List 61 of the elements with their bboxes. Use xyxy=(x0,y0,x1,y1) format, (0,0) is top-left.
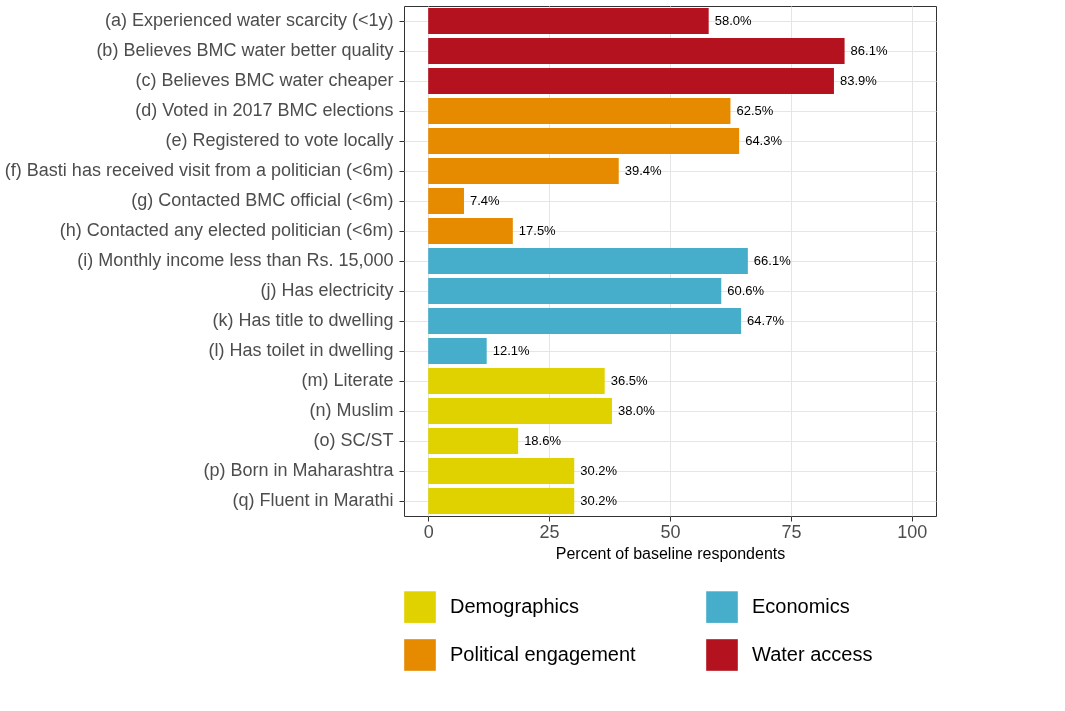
bar xyxy=(428,458,575,484)
y-tick-label: (n) Muslim xyxy=(309,400,394,420)
legend-label: Demographics xyxy=(450,595,579,618)
x-axis-title: Percent of baseline respondents xyxy=(555,544,786,562)
bar xyxy=(428,8,709,34)
bar xyxy=(428,398,612,424)
data-label: 12.1% xyxy=(492,343,530,358)
bar xyxy=(428,38,845,64)
data-label: 7.4% xyxy=(469,193,501,208)
y-tick-label: (p) Born in Maharashtra xyxy=(203,460,395,480)
x-tick-label: 100 xyxy=(897,521,928,542)
data-label: 39.4% xyxy=(624,163,663,178)
x-tick-label: 25 xyxy=(539,521,560,542)
data-label: 36.5% xyxy=(610,373,649,388)
y-tick-label: (c) Believes BMC water cheaper xyxy=(135,70,394,90)
bar xyxy=(428,68,834,94)
bar xyxy=(428,428,519,454)
legend-label: Economics xyxy=(752,595,850,618)
y-tick-label: (o) SC/ST xyxy=(313,430,394,450)
bar xyxy=(428,338,487,364)
data-label: 83.9% xyxy=(839,73,878,88)
bar xyxy=(428,158,619,184)
y-tick-label: (h) Contacted any elected politician (<6m) xyxy=(59,220,394,240)
data-label: 64.3% xyxy=(745,133,783,148)
legend-label: Political engagement xyxy=(450,643,637,665)
y-tick-label: (m) Literate xyxy=(301,370,394,390)
x-tick-label: 50 xyxy=(660,521,681,542)
data-label: 62.5% xyxy=(736,103,774,118)
y-tick-label: (d) Voted in 2017 BMC elections xyxy=(135,100,394,120)
data-label: 66.1% xyxy=(753,253,792,268)
y-tick-label: (b) Believes BMC water better quality xyxy=(96,40,394,60)
bar xyxy=(428,98,731,124)
bar xyxy=(428,368,605,394)
x-tick-label: 0 xyxy=(423,521,434,542)
y-tick-label: (l) Has toilet in dwelling xyxy=(208,340,394,360)
y-tick-label: (j) Has electricity xyxy=(260,280,394,300)
y-tick-label: (i) Monthly income less than Rs. 15,000 xyxy=(77,250,394,270)
legend-label: Water access xyxy=(752,643,873,665)
bar xyxy=(428,308,742,334)
bar xyxy=(428,488,575,514)
data-label: 18.6% xyxy=(524,433,562,448)
bar xyxy=(428,218,513,244)
y-tick-label: (q) Fluent in Marathi xyxy=(232,490,394,510)
data-label: 58.0% xyxy=(714,13,752,28)
y-tick-label: (g) Contacted BMC official (<6m) xyxy=(131,190,394,210)
data-label: 30.2% xyxy=(580,493,618,508)
y-tick-label: (f) Basti has received visit from a politician (<6m) xyxy=(4,160,394,180)
bar xyxy=(428,278,722,304)
data-label: 38.0% xyxy=(617,403,656,418)
y-tick-label: (a) Experienced water scarcity (<1y) xyxy=(104,10,394,30)
data-label: 86.1% xyxy=(850,43,888,58)
data-label: 64.7% xyxy=(747,313,785,328)
bar xyxy=(428,128,740,154)
bar xyxy=(428,248,748,274)
y-tick-label: (e) Registered to vote locally xyxy=(165,130,394,150)
data-label: 17.5% xyxy=(518,223,557,238)
y-tick-label: (k) Has title to dwelling xyxy=(212,310,394,330)
x-tick-label: 75 xyxy=(781,521,802,542)
bar xyxy=(428,188,464,214)
data-label: 60.6% xyxy=(727,283,765,298)
data-label: 30.2% xyxy=(580,463,618,478)
